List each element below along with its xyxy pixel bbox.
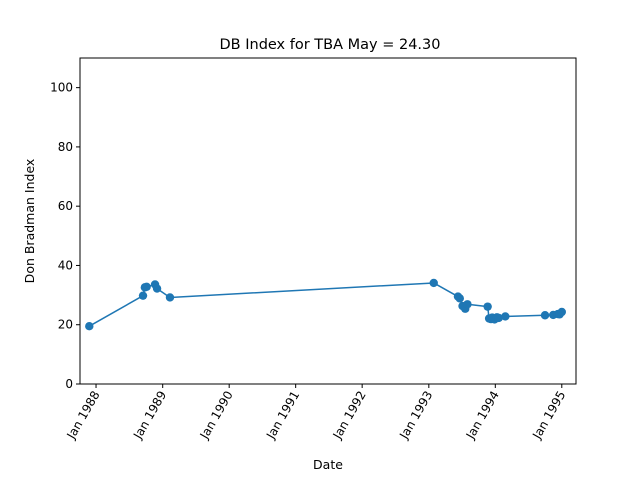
data-point xyxy=(152,284,162,293)
data-point xyxy=(540,311,550,320)
plot-frame xyxy=(79,57,577,385)
data-point xyxy=(455,294,464,303)
y-tick-label: 80 xyxy=(58,140,73,154)
y-axis-label: Don Bradman Index xyxy=(22,159,37,284)
data-point xyxy=(142,282,151,291)
data-point xyxy=(463,300,472,309)
data-point xyxy=(138,291,148,300)
y-tick-label: 100 xyxy=(50,81,73,95)
plot-area xyxy=(85,278,566,331)
data-point xyxy=(483,302,492,311)
data-point xyxy=(557,307,566,317)
y-tick-label: 40 xyxy=(58,258,73,272)
data-point xyxy=(85,322,94,331)
y-tick-label: 0 xyxy=(65,377,73,391)
chart-title: DB Index for TBA May = 24.30 xyxy=(220,37,441,53)
data-point xyxy=(501,312,510,321)
data-point xyxy=(165,293,175,302)
y-tick-label: 20 xyxy=(58,318,73,332)
data-point xyxy=(494,313,503,323)
x-axis-label: Date xyxy=(313,457,343,472)
data-point xyxy=(429,278,438,288)
y-tick-label: 60 xyxy=(58,199,73,213)
